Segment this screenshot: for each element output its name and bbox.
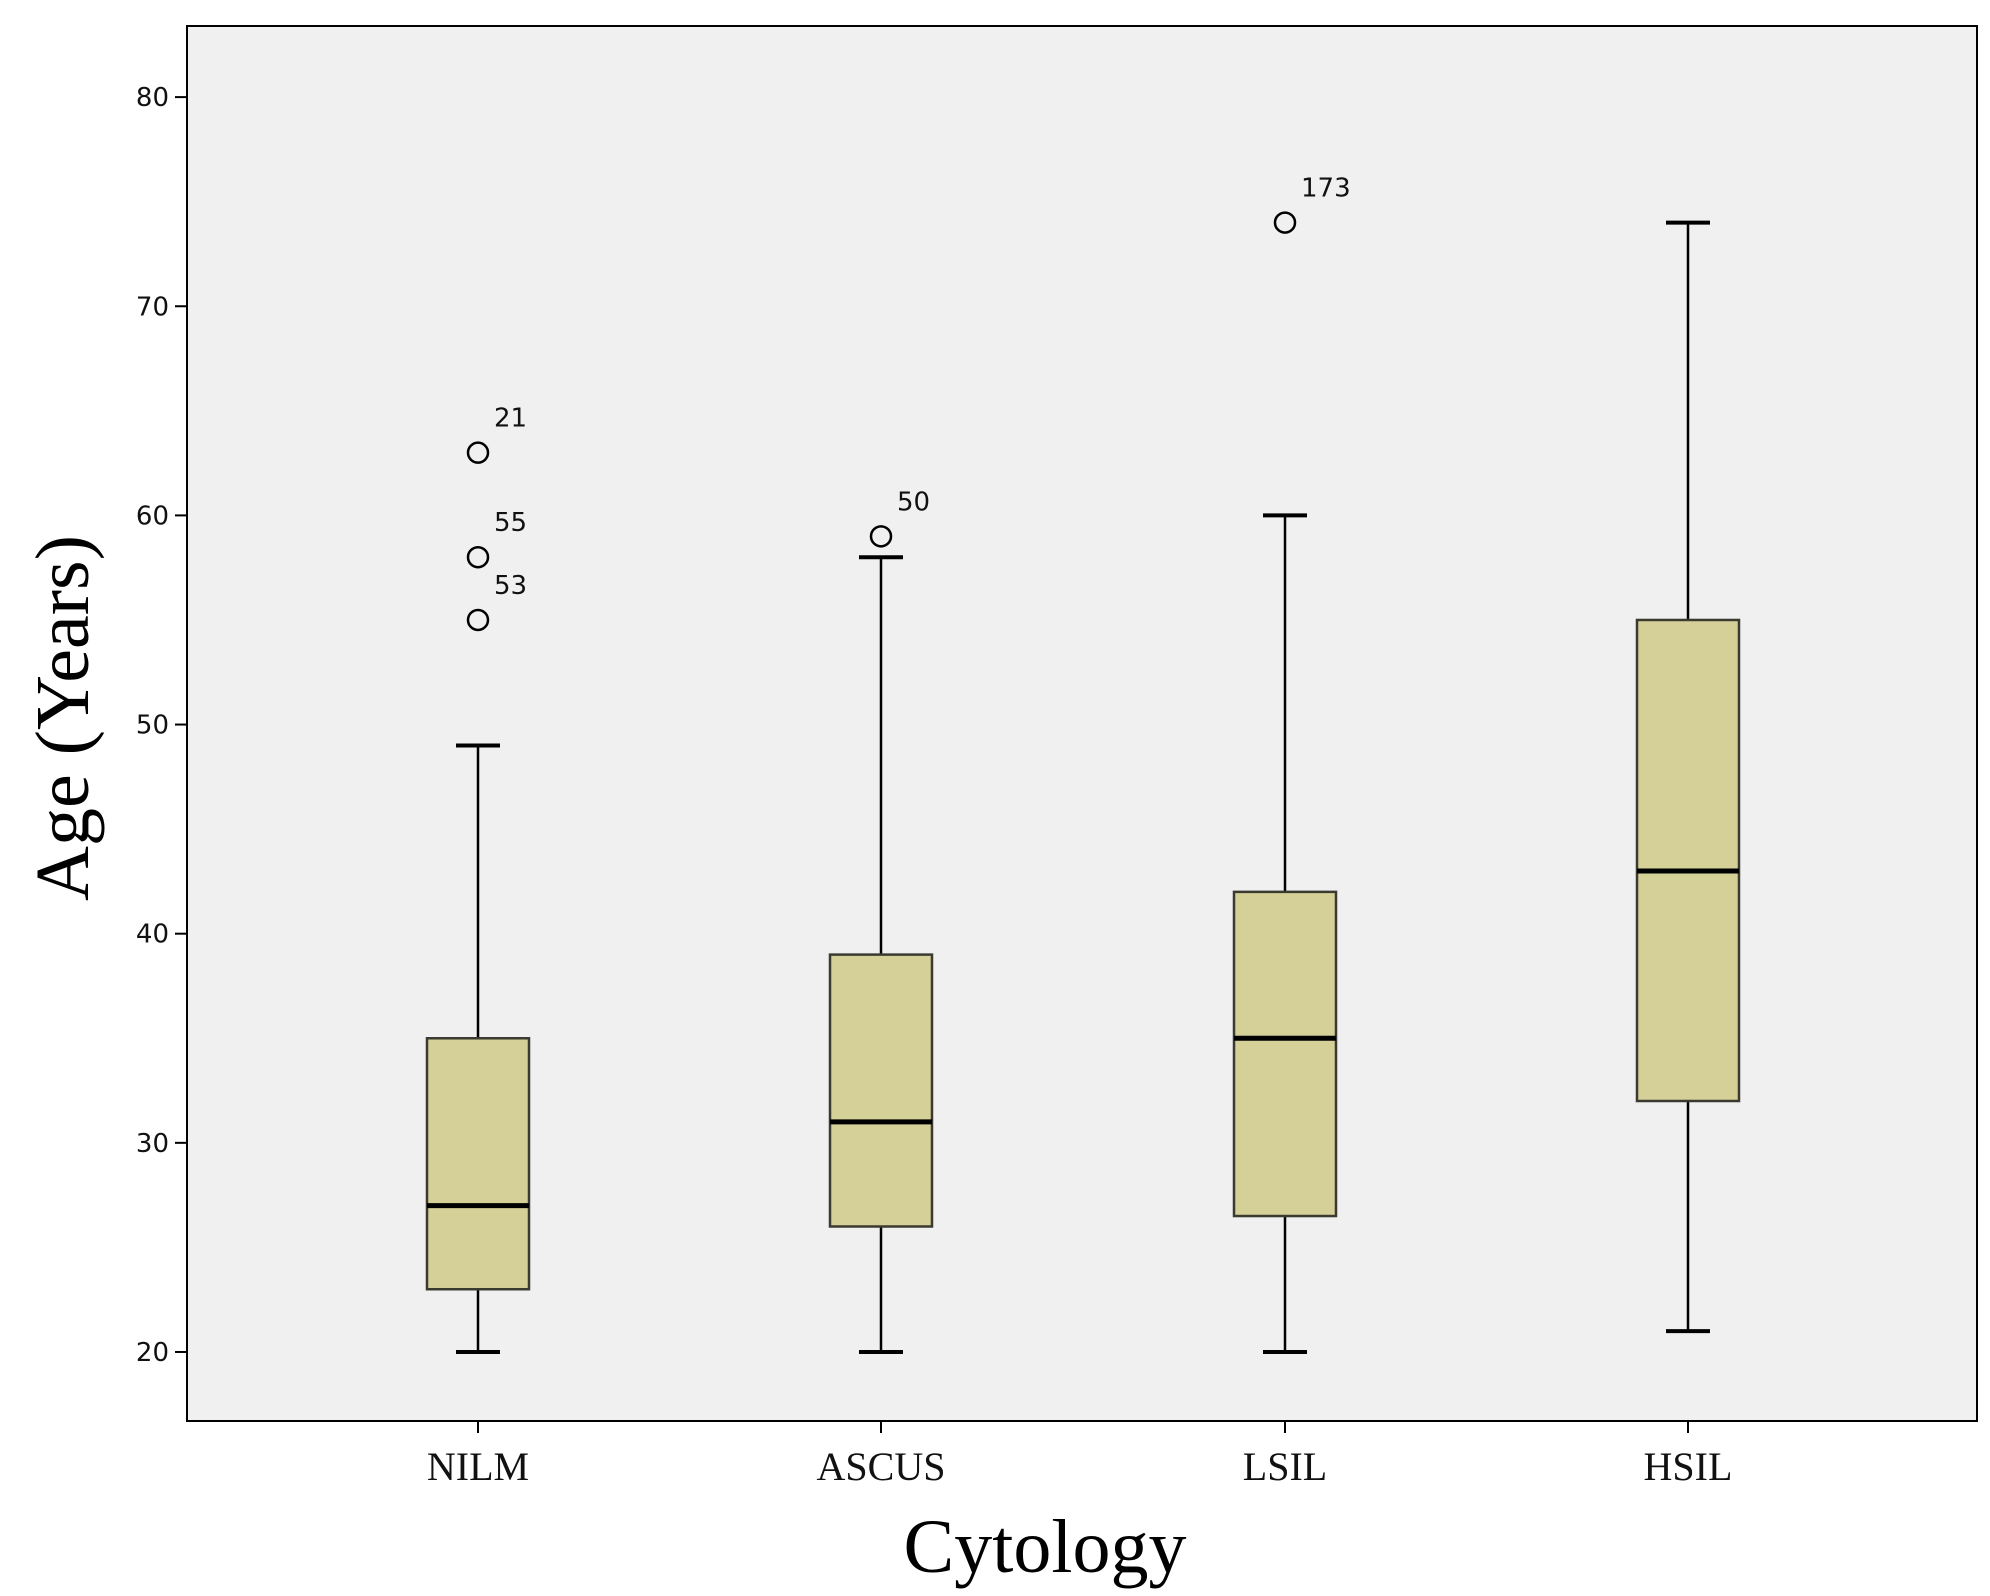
outlier-label: 53 [494,571,527,601]
outlier-label: 55 [494,508,527,538]
box-group-hsil [1635,220,1741,1334]
box-series: 21 55 53 50 173 [425,174,1741,1354]
y-tick-label: 50 [136,711,169,741]
box-group-lsil: 173 [1232,174,1351,1354]
outlier-label: 21 [494,404,527,434]
y-axis: 20 30 40 50 60 70 80 [136,83,187,1368]
outlier-point [466,441,490,464]
outlier-point [466,545,490,569]
outlier-label: 50 [897,487,930,517]
y-tick-label: 60 [136,501,169,531]
box-iqr [1232,890,1338,1218]
y-tick-label: 40 [136,920,169,950]
x-axis-title: Cytology [904,1505,1187,1589]
box-iqr [425,1037,531,1291]
outlier-label: 173 [1301,174,1351,204]
y-tick-label: 20 [136,1338,169,1368]
y-tick-label: 70 [136,292,169,322]
x-category-label: ASCUS [817,1444,946,1489]
box-group-nilm: 21 55 53 [425,404,531,1354]
y-tick-label: 80 [136,83,169,113]
outlier-point [1273,211,1297,234]
box-group-ascus: 50 [828,487,934,1354]
box-iqr [1635,618,1741,1103]
y-tick-label: 30 [136,1129,169,1159]
x-category-label: LSIL [1243,1444,1327,1489]
x-category-label: NILM [427,1444,529,1489]
outlier-point [466,608,490,632]
outlier-point [869,525,893,548]
x-axis: NILM ASCUS LSIL HSIL [427,1421,1733,1489]
y-axis-title: Age (Years) [21,535,105,901]
box-iqr [828,953,934,1228]
x-category-label: HSIL [1644,1444,1733,1489]
